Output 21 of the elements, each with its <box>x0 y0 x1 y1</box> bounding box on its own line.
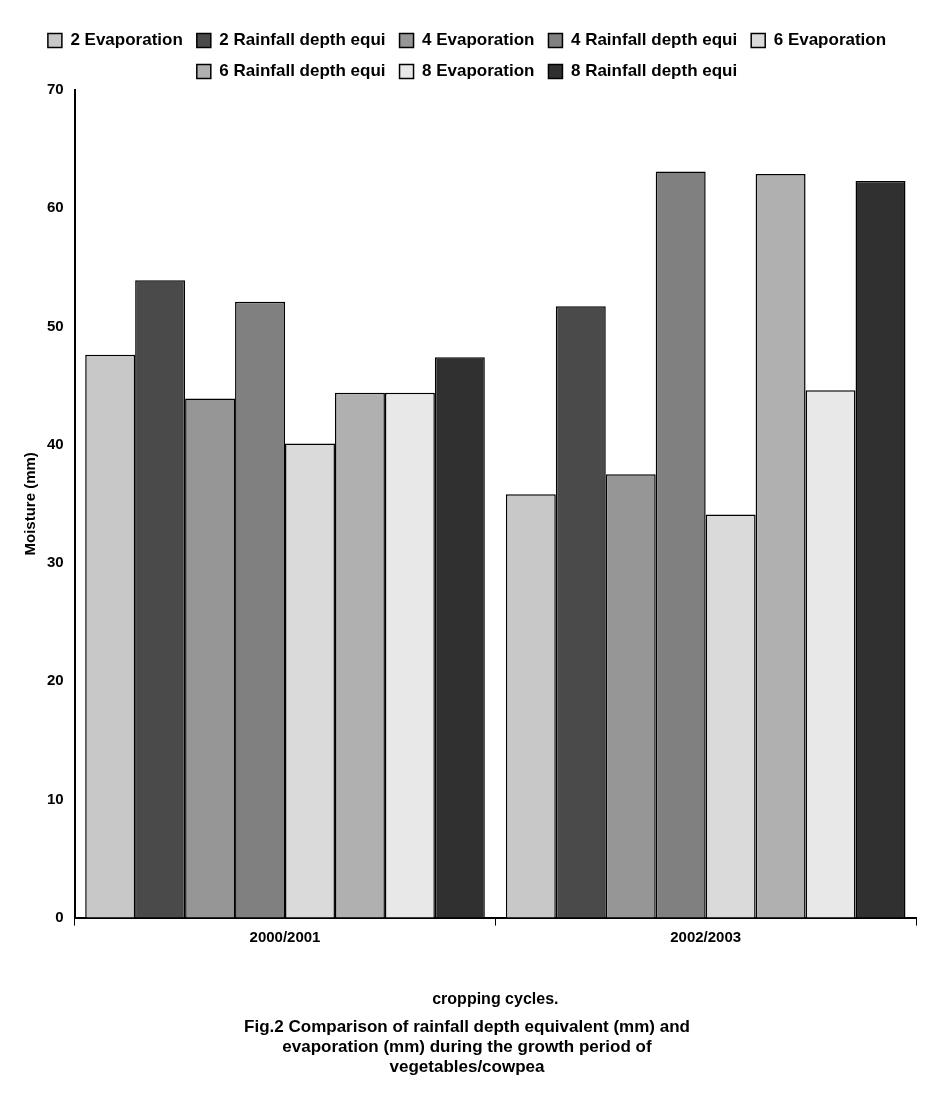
legend-label: 8 Evaporation <box>422 61 535 81</box>
y-tick-label: 20 <box>47 671 64 689</box>
y-tick-label: 30 <box>47 553 64 571</box>
text: Fig.2 Comparison of rainfall depth equivalent (mm) and evaporation (mm) during the growth period of vegetables/cowpea <box>244 1016 690 1077</box>
legend-label: 2 Evaporation <box>70 30 183 50</box>
y-tick-label: 70 <box>47 80 64 98</box>
y-tick-label: 0 <box>55 907 64 925</box>
y-tick-label: 60 <box>47 198 64 216</box>
legend-label: 8 Rainfall depth equi <box>570 61 738 81</box>
legend-label: 2 Rainfall depth equi <box>219 30 386 50</box>
x-axis-title: cropping cycles. <box>432 989 559 1007</box>
x-tick-label: 2002/2003 <box>670 927 742 945</box>
y-tick-label: 10 <box>47 789 64 807</box>
y-tick-label: 50 <box>47 316 64 334</box>
y-axis-title: Moisture (mm) <box>21 452 39 556</box>
x-tick-label: 2000/2001 <box>249 927 321 945</box>
y-tick-label: 40 <box>47 434 64 452</box>
legend-label: 6 Evaporation <box>773 30 887 50</box>
legend-label: 6 Rainfall depth equi <box>219 61 386 81</box>
legend-label: 4 Rainfall depth equi <box>570 30 738 50</box>
legend-label: 4 Evaporation <box>422 30 535 50</box>
